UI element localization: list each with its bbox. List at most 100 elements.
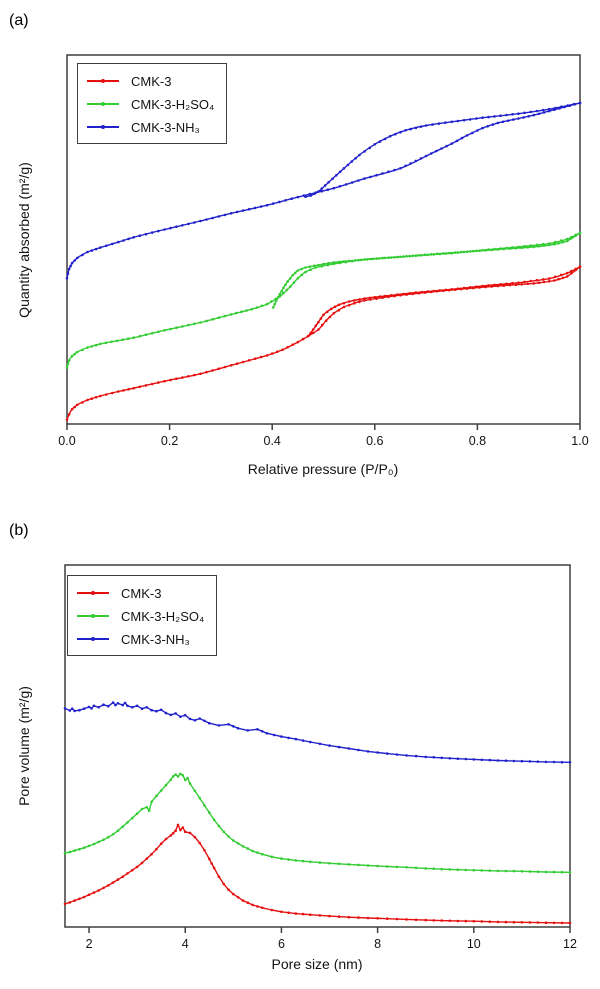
marker-dot	[357, 179, 360, 182]
marker-dot	[229, 364, 233, 367]
marker-dot	[163, 228, 166, 231]
marker-dot	[419, 157, 423, 160]
marker-dot	[552, 921, 556, 925]
marker-dot	[296, 276, 300, 280]
marker-dot	[496, 869, 500, 873]
marker-dot	[323, 184, 327, 187]
marker-dot	[211, 369, 214, 372]
marker-dot	[508, 283, 512, 287]
marker-dot	[223, 213, 227, 217]
marker-dot	[547, 277, 551, 280]
marker-dot	[193, 373, 196, 377]
panel-b-x-axis-title: Pore size (nm)	[271, 956, 363, 972]
marker-dot	[131, 706, 134, 709]
legend-marker-dot	[101, 79, 105, 83]
marker-dot	[255, 306, 259, 309]
series-line	[64, 701, 571, 763]
legend-line-sample-cmk3	[87, 79, 119, 83]
marker-dot	[111, 881, 115, 884]
marker-dot	[393, 168, 396, 172]
marker-dot	[155, 847, 158, 851]
marker-dot	[566, 104, 569, 107]
marker-dot	[353, 259, 357, 262]
marker-dot	[448, 757, 452, 760]
marker-dot	[169, 778, 173, 781]
marker-dot	[353, 302, 356, 305]
marker-dot	[306, 334, 310, 338]
marker-dot	[287, 736, 290, 740]
marker-dot	[535, 243, 539, 247]
marker-dot	[164, 783, 168, 787]
marker-dot	[438, 289, 442, 292]
marker-dot	[528, 760, 532, 763]
marker-dot	[432, 289, 436, 293]
marker-dot	[383, 256, 387, 260]
marker-dot	[253, 206, 257, 210]
marker-dot	[81, 253, 84, 257]
marker-dot	[544, 870, 548, 874]
marker-dot	[464, 868, 468, 872]
marker-dot	[235, 311, 238, 315]
marker-dot	[570, 271, 573, 275]
legend-label-cmk3-nh3: CMK-3-NH₃	[121, 631, 190, 647]
marker-dot	[311, 331, 315, 335]
legend-line-sample-cmk3	[77, 591, 109, 595]
marker-dot	[309, 860, 312, 864]
marker-dot	[144, 333, 148, 337]
marker-dot	[344, 183, 348, 186]
marker-dot	[271, 306, 275, 309]
marker-dot	[301, 859, 305, 863]
marker-dot	[92, 704, 96, 708]
legend-item-cmk3-h2so4: CMK-3-H₂SO₄	[77, 606, 204, 626]
series-line	[66, 266, 581, 421]
marker-dot	[552, 760, 556, 764]
marker-dot	[175, 225, 178, 228]
marker-dot	[487, 284, 490, 287]
marker-dot	[76, 403, 79, 407]
marker-dot	[366, 750, 370, 753]
marker-dot	[547, 107, 551, 111]
legend-label-cmk3: CMK-3	[131, 73, 172, 89]
legend-line-sample-cmk3-nh3	[77, 637, 109, 641]
marker-dot	[481, 116, 484, 119]
marker-dot	[528, 870, 532, 873]
marker-dot	[502, 284, 506, 287]
marker-dot	[480, 920, 484, 923]
marker-dot	[472, 919, 476, 923]
marker-dot	[488, 758, 492, 762]
series-markers	[63, 823, 572, 925]
marker-dot	[387, 170, 390, 173]
marker-dot	[97, 840, 100, 844]
marker-dot	[419, 125, 423, 128]
marker-dot	[408, 292, 412, 295]
marker-dot	[288, 285, 292, 289]
marker-dot	[181, 826, 185, 829]
marker-dot	[517, 245, 520, 249]
marker-dot	[199, 372, 202, 376]
marker-dot	[358, 298, 361, 301]
marker-dot	[414, 754, 418, 758]
marker-dot	[504, 869, 508, 873]
marker-dot	[121, 875, 124, 878]
marker-dot	[544, 760, 548, 764]
marker-dot	[444, 288, 448, 292]
marker-dot	[376, 917, 379, 920]
panel-a-y-axis-title: Quantity absorbed (m²/g)	[16, 162, 32, 318]
marker-dot	[78, 847, 81, 851]
marker-dot	[318, 914, 322, 917]
marker-dot	[404, 129, 407, 132]
marker-dot	[102, 886, 105, 890]
marker-dot	[375, 297, 378, 301]
marker-dot	[481, 284, 484, 288]
marker-dot	[517, 112, 520, 115]
marker-dot	[188, 717, 192, 721]
marker-dot	[65, 418, 69, 421]
marker-dot	[217, 824, 221, 828]
series-line	[304, 102, 581, 198]
marker-dot	[123, 701, 127, 705]
marker-dot	[560, 870, 564, 874]
panel-a-x-axis-title: Relative pressure (P/P₀)	[247, 461, 399, 477]
marker-dot	[296, 340, 300, 344]
series-CMK-3	[63, 823, 572, 925]
marker-dot	[350, 181, 354, 184]
